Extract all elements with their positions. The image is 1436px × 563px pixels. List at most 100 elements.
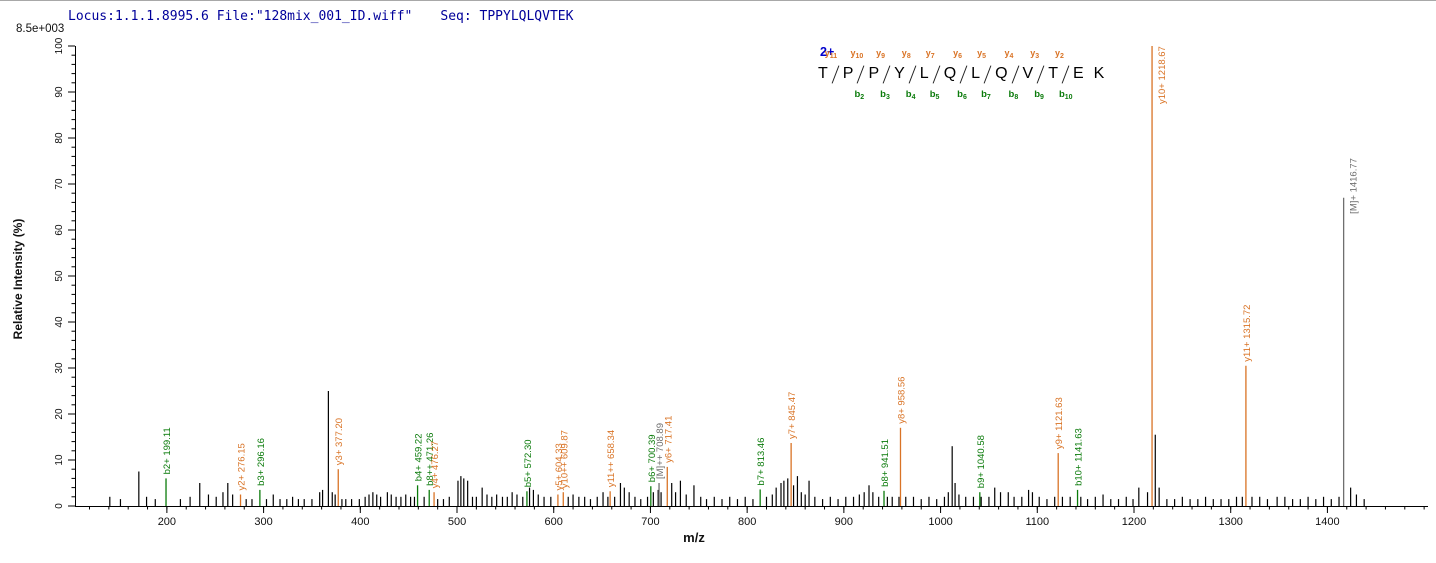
b-ion-label: b10	[1058, 89, 1073, 101]
cleavage-site: y5 b7	[977, 48, 993, 101]
peak-label: y9+ 1121.63	[1054, 397, 1065, 449]
residue-letter: E	[1072, 65, 1084, 82]
noise-peaks	[109, 391, 1365, 506]
y-tick-label: 60	[54, 224, 65, 236]
residue-letter: V	[1022, 65, 1034, 82]
peak-label: b6+ 700.39	[647, 434, 658, 482]
y-ion-label: y9	[876, 48, 886, 60]
y-ion-label: y10	[850, 48, 864, 60]
residue-letter: T	[1048, 65, 1058, 82]
x-tick-label: 1000	[928, 516, 952, 528]
b-ion-label: b2	[854, 89, 865, 101]
y-ion-label: y2	[1054, 48, 1064, 60]
y-ion-label: y3	[1030, 48, 1040, 60]
peak-label: b2+ 199.11	[162, 427, 173, 474]
x-tick-label: 700	[641, 516, 659, 528]
y-tick-label: 10	[54, 454, 65, 466]
residue-letter: L	[971, 65, 981, 82]
peak-label: y11+ 1315.72	[1242, 305, 1253, 362]
peak-label: y6+ 717.41	[663, 416, 674, 463]
b-ion-label: b4	[905, 89, 916, 101]
x-tick-label: 1300	[1218, 516, 1242, 528]
b-ion-label: b5	[929, 89, 940, 101]
cleavage-site: y7 b5	[926, 48, 942, 101]
x-tick-label: 1400	[1315, 516, 1339, 528]
y-tick-label: 0	[54, 503, 65, 509]
y-ion-label: y4	[1004, 48, 1014, 60]
b-ion-label: b7	[981, 89, 991, 101]
cleavage-site: y8 b4	[902, 48, 918, 101]
cleavage-site: y10 b2	[850, 48, 866, 101]
peak-label: y10++ 609.87	[559, 430, 570, 488]
y-ion-label: y6	[953, 48, 963, 60]
residue-letter: T	[818, 65, 828, 82]
y-tick-label: 30	[54, 362, 65, 374]
cleavage-site: y11	[825, 48, 841, 87]
cleavage-site: y2 b10	[1055, 48, 1073, 101]
cleavage-site: y3 b9	[1030, 48, 1046, 101]
precursor-charge-label: 2+	[820, 45, 835, 59]
x-tick-label: 500	[448, 516, 466, 528]
peak-label: [M]++ 708.89	[655, 423, 666, 479]
peak-label: b3+ 296.16	[256, 438, 267, 486]
y-ion-label: y11	[824, 48, 838, 60]
peak-label: y10+ 1218.67	[1157, 46, 1168, 104]
x-tick-label: 300	[254, 516, 272, 528]
header-line: Locus:1.1.1.8995.6 File:"128mix_001_ID.w…	[68, 9, 573, 24]
peak-label: b5+ 572.30	[523, 439, 534, 487]
x-tick-label: 1100	[1025, 516, 1049, 528]
y-tick-label: 80	[54, 132, 65, 144]
peak-label: b10+ 1141.63	[1074, 428, 1085, 486]
residue-letter: Q	[995, 65, 1008, 82]
y-tick-labels: 0 10 20 30 40 50 60 70 80 90 100	[54, 37, 65, 509]
peak-label: y11++ 658.34	[606, 430, 617, 487]
x-tick-label: 400	[351, 516, 369, 528]
x-tick-label: 900	[835, 516, 853, 528]
peak-label: y2+ 276.15	[237, 443, 248, 490]
y-axis-title: Relative Intensity (%)	[11, 219, 25, 340]
peak-label: b9+ 1040.58	[976, 435, 987, 488]
y-tick-label: 20	[54, 408, 65, 420]
residue-letter: P	[842, 65, 854, 82]
annotated-peaks: b2+ 199.11 y2+ 276.15 b3+ 296.16 y3+ 377.20…	[162, 46, 1360, 506]
axes	[75, 46, 1428, 507]
peak-label: b8+ 941.51	[880, 439, 891, 487]
y-tick-label: 50	[54, 270, 65, 282]
peak-label: b8++ 471.26	[425, 433, 436, 486]
x-tick-label: 800	[738, 516, 756, 528]
intensity-scale-label: 8.5e+003	[16, 23, 65, 35]
y-ticks	[68, 45, 75, 507]
y-ion-label: y5	[977, 48, 986, 60]
cleavage-site: y6 b6	[953, 48, 969, 101]
x-axis-title: m/z	[683, 530, 705, 545]
peak-label: y3+ 377.20	[334, 418, 345, 465]
cleavage-site: y4 b8	[1005, 48, 1021, 101]
peak-label: y4+ 476.27	[430, 441, 441, 488]
y-tick-label: 70	[54, 178, 65, 190]
x-tick-label: 1200	[1122, 516, 1146, 528]
b-ion-label: b9	[1034, 89, 1044, 101]
residue-letter: K	[1093, 65, 1105, 82]
peak-label: b7+ 813.46	[756, 438, 767, 486]
cleavage-site: y9 b3	[876, 48, 892, 101]
x-tick-label: 200	[158, 516, 176, 528]
peak-label: y8+ 958.56	[896, 377, 907, 424]
locus-file-label: Locus:1.1.1.8995.6 File:"128mix_001_ID.w…	[68, 9, 413, 24]
residue-letter: Y	[894, 65, 905, 82]
residue-letter: L	[919, 65, 929, 82]
y-tick-label: 100	[54, 37, 65, 54]
y-ion-label: y7	[925, 48, 935, 60]
b-ion-label: b3	[880, 89, 890, 101]
peak-label: y5+ 604.33	[554, 443, 565, 490]
y-tick-label: 40	[54, 316, 65, 328]
peak-label: y7+ 845.47	[787, 392, 798, 439]
peak-label: [M]+ 1416.77	[1349, 158, 1360, 214]
b-ion-label: b8	[1008, 89, 1019, 101]
x-tick-label: 600	[545, 516, 563, 528]
x-tick-labels: 200 300 400 500 600 700 800 900 1000 1100 1200 1300…	[158, 516, 1340, 528]
x-ticks	[89, 506, 1425, 513]
y-ion-label: y8	[901, 48, 911, 60]
